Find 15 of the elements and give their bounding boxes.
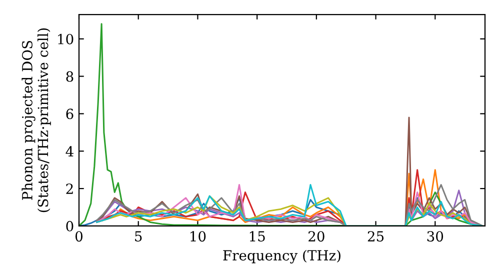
y-tick-label: 10 [58,34,74,44]
x-tick-label: 25 [368,231,384,242]
x-tick-label: 20 [308,231,324,242]
x-tick-label: 5 [135,231,142,242]
y-tick-label: 2 [66,184,73,194]
x-tick-label: 15 [250,231,265,242]
x-tick-label: 0 [75,231,82,242]
y-tick-label: 6 [66,108,74,120]
x-axis-title: Frequency (THz) [223,250,340,264]
x-tick-label: 10 [190,231,206,242]
y-axis-title: Phonon projected DOS (States/THz·primitive cell) [22,28,51,212]
y-tick-label: 4 [66,146,74,156]
y-tick-label: 0 [66,220,74,232]
x-tick-label: 30 [427,231,444,242]
y-tick-label: 8 [66,71,74,82]
